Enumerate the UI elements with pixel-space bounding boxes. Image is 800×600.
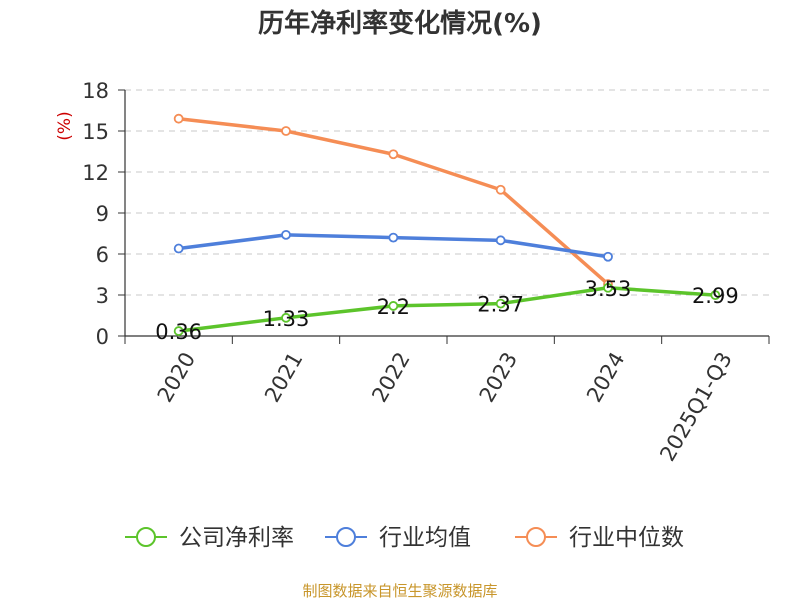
y-tick-label: 6 bbox=[96, 243, 109, 267]
grid-lines bbox=[125, 89, 769, 296]
y-tick-label: 12 bbox=[82, 161, 109, 185]
data-point bbox=[173, 326, 184, 336]
data-point bbox=[495, 235, 506, 246]
series-line bbox=[178, 116, 610, 286]
data-point bbox=[388, 149, 399, 160]
data-label: 2.2 bbox=[377, 295, 410, 319]
legend: 公司净利率 行业均值 行业中位数 bbox=[125, 525, 684, 551]
data-point bbox=[710, 290, 721, 301]
x-tick-label: 2023 bbox=[475, 348, 523, 406]
data-point bbox=[281, 126, 291, 136]
y-tick-label: 15 bbox=[82, 120, 109, 144]
data-label: 2.37 bbox=[477, 293, 524, 317]
data-point bbox=[173, 243, 184, 254]
data-labels: 0.36 1.33 2.2 2.37 3.53 2.99 bbox=[155, 277, 738, 344]
data-point bbox=[281, 229, 291, 240]
y-tick-label: 3 bbox=[96, 284, 109, 308]
x-tick-label: 2020 bbox=[153, 348, 201, 406]
source-note: 制图数据来自恒生聚源数据库 bbox=[302, 582, 497, 600]
data-label: 1.33 bbox=[263, 307, 310, 331]
series-line bbox=[178, 286, 716, 333]
y-tick-label: 9 bbox=[96, 202, 109, 226]
data-point bbox=[603, 282, 613, 293]
y-tick-label: 18 bbox=[82, 79, 109, 103]
x-tick-label: 2024 bbox=[582, 348, 630, 406]
x-tick-label: 2025Q1-Q3 bbox=[655, 348, 737, 465]
series-group bbox=[173, 113, 721, 336]
legend-marker bbox=[136, 527, 156, 547]
legend-label: 行业中位数 bbox=[569, 525, 684, 551]
data-point bbox=[388, 232, 399, 243]
data-point bbox=[495, 298, 506, 309]
legend-label: 行业均值 bbox=[379, 525, 471, 551]
data-point bbox=[281, 312, 291, 323]
data-label: 3.53 bbox=[585, 277, 632, 301]
data-point bbox=[173, 113, 184, 124]
legend-label: 公司净利率 bbox=[179, 525, 294, 551]
legend-marker bbox=[336, 527, 356, 547]
data-point bbox=[495, 184, 506, 195]
data-label: 0.36 bbox=[155, 320, 202, 344]
data-point bbox=[388, 301, 399, 311]
y-axis-label: (%) bbox=[55, 111, 75, 140]
x-tick-label: 2022 bbox=[367, 348, 415, 406]
axes: 0 3 6 9 12 15 18 2020 2021 2022 2023 2024 2025Q1-Q3 bbox=[82, 79, 770, 465]
legend-marker bbox=[526, 527, 546, 547]
y-tick-label: 0 bbox=[96, 325, 109, 349]
x-tick-label: 2021 bbox=[260, 348, 308, 406]
chart-title: 历年净利率变化情况(%) bbox=[258, 8, 542, 39]
data-label: 2.99 bbox=[692, 284, 739, 308]
data-point bbox=[603, 251, 613, 262]
